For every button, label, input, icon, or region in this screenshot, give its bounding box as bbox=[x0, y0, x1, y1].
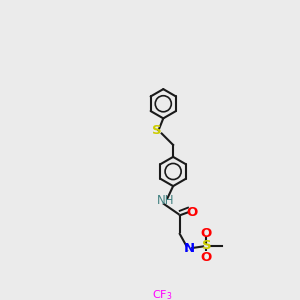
Text: S: S bbox=[202, 239, 211, 252]
Text: O: O bbox=[201, 227, 212, 240]
Text: O: O bbox=[201, 251, 212, 264]
Text: CF$_3$: CF$_3$ bbox=[152, 288, 173, 300]
Text: O: O bbox=[186, 206, 197, 219]
Text: NH: NH bbox=[156, 194, 174, 207]
Text: S: S bbox=[152, 124, 162, 137]
Text: N: N bbox=[184, 242, 195, 255]
